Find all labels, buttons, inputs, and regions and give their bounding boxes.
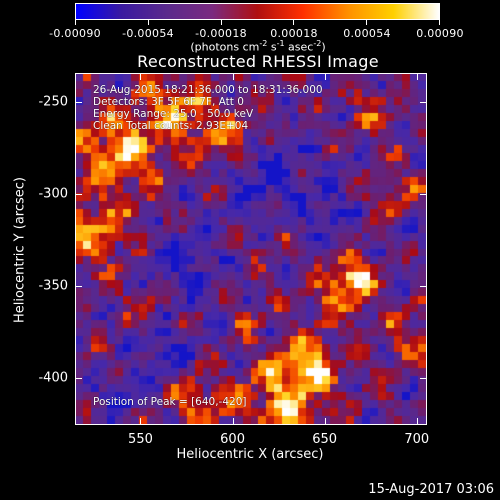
annotation-time: 26-Aug-2015 18:21:36.000 to 18:31:36.000 [93,84,323,96]
x-tick-mark [140,74,142,80]
y-tick-label: -350 [38,278,68,294]
y-tick-label: -400 [38,370,68,386]
colorbar-tick [220,20,222,25]
colorbar-tick [366,20,368,25]
colorbar-tick [293,20,295,25]
x-axis-title: Heliocentric X (arcsec) [176,447,324,462]
x-tick-label: 700 [404,432,430,447]
y-tick-mark [76,101,82,103]
y-tick-mark [420,193,426,195]
x-tick-mark [324,418,326,424]
annotation-detectors: Detectors: 3F 5F 6F 7F, Att 0 [93,96,244,108]
colorbar-units: (photons cm-2 s-1 asec-2) [190,39,326,54]
x-tick-mark [140,418,142,424]
y-tick-label: -300 [38,186,68,202]
annotation-clean: Clean Total counts: 2.93E+04 [93,120,249,132]
colorbar-tick-label: -0.00054 [122,27,174,40]
colorbar [75,3,440,20]
rhessi-image-map [76,74,426,424]
x-tick-label: 550 [128,432,153,447]
y-tick-mark [76,285,82,287]
y-tick-mark [76,377,82,379]
x-tick-mark [416,418,418,424]
x-tick-mark [232,74,234,80]
colorbar-tick-label: 0.00018 [270,27,318,40]
colorbar-tick-label: -0.00018 [195,27,247,40]
y-axis-title: Heliocentric Y (arcsec) [12,177,28,323]
annotation-energy: Energy Range: 25.0 - 50.0 keV [93,108,254,120]
x-tick-label: 600 [220,432,245,447]
x-tick-label: 650 [312,432,338,447]
y-tick-mark [420,285,426,287]
x-tick-mark [232,418,234,424]
footer-timestamp: 15-Aug-2017 03:06 [368,482,494,497]
y-tick-mark [76,193,82,195]
image-plot-area: 26-Aug-2015 18:21:36.000 to 18:31:36.000… [75,73,427,425]
plot-title: Reconstructed RHESSI Image [137,52,379,71]
x-tick-mark [416,74,418,80]
colorbar-tick-label: 0.00090 [416,27,464,40]
colorbar-tick [439,20,440,25]
colorbar-tick-label: 0.00054 [343,27,391,40]
colorbar-tick [147,20,149,25]
colorbar-tick-label: -0.00090 [49,27,101,40]
y-tick-mark [420,377,426,379]
colorbar-ticks [75,20,440,26]
y-tick-mark [420,101,426,103]
y-tick-label: -250 [38,94,68,110]
annotation-peak: Position of Peak = [640,-420] [93,396,247,408]
x-tick-mark [324,74,326,80]
colorbar-tick [75,20,76,25]
